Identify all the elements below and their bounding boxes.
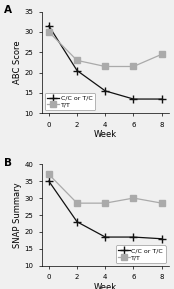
X-axis label: Week: Week	[94, 130, 117, 139]
T/T	[48, 173, 50, 176]
C/C or T/C	[104, 235, 106, 239]
Y-axis label: SNAP Summary: SNAP Summary	[13, 182, 22, 248]
T/T	[132, 65, 135, 68]
T/T	[104, 65, 106, 68]
T/T	[161, 53, 163, 56]
Line: T/T: T/T	[46, 172, 164, 206]
T/T	[76, 59, 78, 62]
X-axis label: Week: Week	[94, 283, 117, 289]
C/C or T/C	[76, 220, 78, 223]
T/T	[161, 201, 163, 205]
C/C or T/C	[132, 97, 135, 101]
Legend: C/C or T/C, T/T: C/C or T/C, T/T	[45, 93, 95, 110]
Line: C/C or T/C: C/C or T/C	[45, 177, 166, 243]
T/T	[48, 30, 50, 34]
Text: A: A	[4, 5, 12, 15]
C/C or T/C	[104, 89, 106, 93]
T/T	[132, 196, 135, 200]
T/T	[104, 201, 106, 205]
C/C or T/C	[48, 24, 50, 27]
C/C or T/C	[48, 179, 50, 183]
Line: T/T: T/T	[46, 29, 164, 69]
T/T	[76, 201, 78, 205]
Line: C/C or T/C: C/C or T/C	[45, 22, 166, 103]
Y-axis label: ABC Score: ABC Score	[13, 41, 22, 84]
C/C or T/C	[161, 237, 163, 240]
Legend: C/C or T/C, T/T: C/C or T/C, T/T	[116, 245, 166, 263]
C/C or T/C	[76, 69, 78, 72]
C/C or T/C	[161, 97, 163, 101]
Text: B: B	[4, 158, 12, 168]
C/C or T/C	[132, 235, 135, 239]
